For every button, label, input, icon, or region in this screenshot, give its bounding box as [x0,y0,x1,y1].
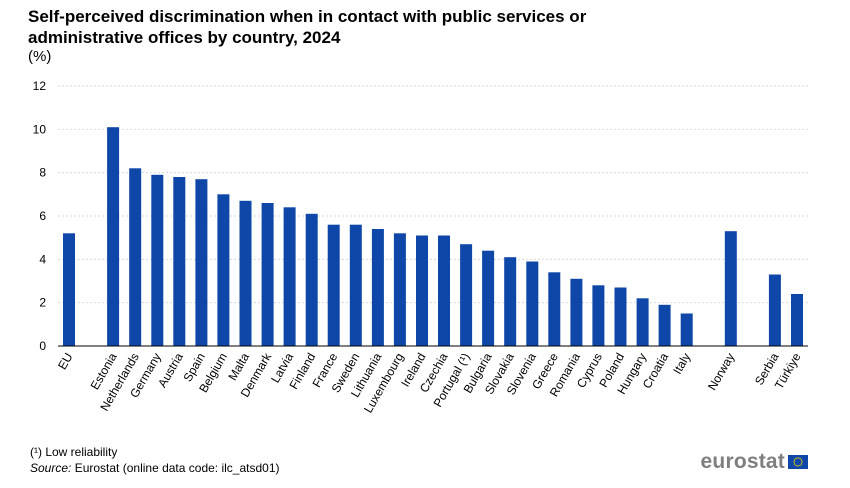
bar [636,298,649,346]
footnote: (¹) Low reliability [30,445,118,459]
bar [614,287,627,346]
bar [239,200,252,346]
y-tick-label: 8 [39,166,46,180]
y-tick-label: 0 [39,339,46,353]
bar [438,235,450,346]
bar [791,294,803,346]
x-tick-label: Norway [705,351,737,393]
bar [482,250,495,346]
bar [768,274,781,346]
bar [680,313,693,346]
bar [504,257,517,346]
bar [371,229,384,346]
logo-text: eurostat [700,450,785,473]
bar [393,233,406,346]
bar [526,261,539,346]
y-tick-label: 4 [39,252,46,266]
x-tick-label: EU [55,351,75,372]
bar [261,203,274,346]
bar [327,224,340,346]
bar [151,174,164,346]
source-text: Eurostat (online data code: ilc_atsd01) [74,461,280,475]
x-tick-label: Italy [670,351,693,377]
bar [217,194,230,346]
bar [173,177,186,346]
bar [195,179,208,346]
bar [416,235,428,346]
unit-label: (%) [28,48,52,65]
bar [724,231,737,346]
bar [658,304,671,346]
bar [460,244,473,346]
y-tick-label: 2 [39,296,46,310]
bar [592,285,605,346]
chart-title: Self-perceived discrimination when in co… [28,7,587,47]
eu-flag-icon [788,455,808,469]
source-line: Source: Eurostat (online data code: ilc_… [30,461,280,475]
eurostat-logo[interactable]: eurostat [701,450,808,474]
y-tick-label: 6 [39,209,46,223]
bar [349,224,362,346]
bar [129,168,142,346]
bar [548,272,561,346]
source-label: Source: [30,461,72,475]
bar [63,233,75,346]
bar [305,213,318,346]
y-tick-label: 10 [33,122,47,136]
bar [107,127,120,346]
bar [570,278,583,346]
bar [283,207,296,346]
y-tick-label: 12 [33,79,47,93]
